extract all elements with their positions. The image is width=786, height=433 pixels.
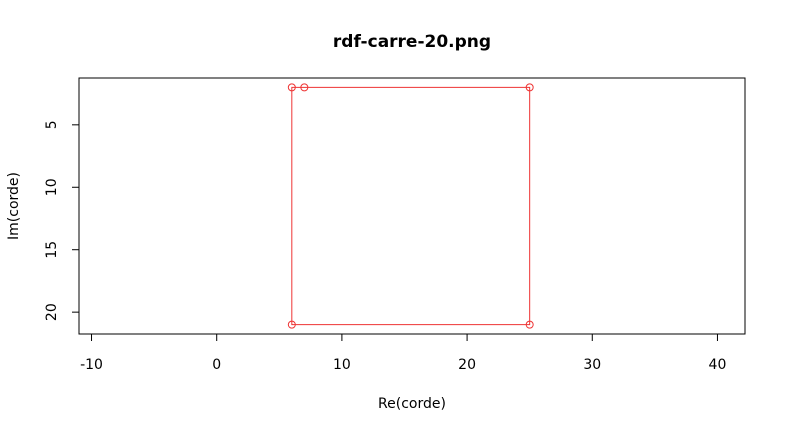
x-tick-label: 20: [458, 357, 476, 373]
x-tick-label: 10: [333, 357, 351, 373]
data-point: [287, 83, 296, 92]
y-tick-label: 5: [44, 120, 60, 129]
x-tick-label: 30: [583, 357, 601, 373]
series-layer: [287, 83, 534, 329]
chart-title: rdf-carre-20.png: [333, 32, 491, 52]
x-axis-label: Re(corde): [378, 396, 446, 412]
data-point: [525, 83, 534, 92]
series-line: [291, 86, 531, 326]
y-tick-label: 10: [44, 178, 60, 196]
y-tick-label: 15: [44, 241, 60, 259]
y-axis: 5 10 15 20: [44, 120, 80, 321]
x-axis: -10 0 10 20 30 40: [80, 333, 727, 373]
data-point: [300, 83, 309, 92]
y-axis-label: Im(corde): [6, 172, 22, 240]
y-tick-label: 20: [44, 303, 60, 321]
plot-frame: [78, 77, 746, 335]
data-point: [525, 320, 534, 329]
data-point: [287, 320, 296, 329]
x-tick-label: 40: [709, 357, 727, 373]
x-tick-label: 0: [212, 357, 221, 373]
x-tick-label: -10: [80, 357, 103, 373]
